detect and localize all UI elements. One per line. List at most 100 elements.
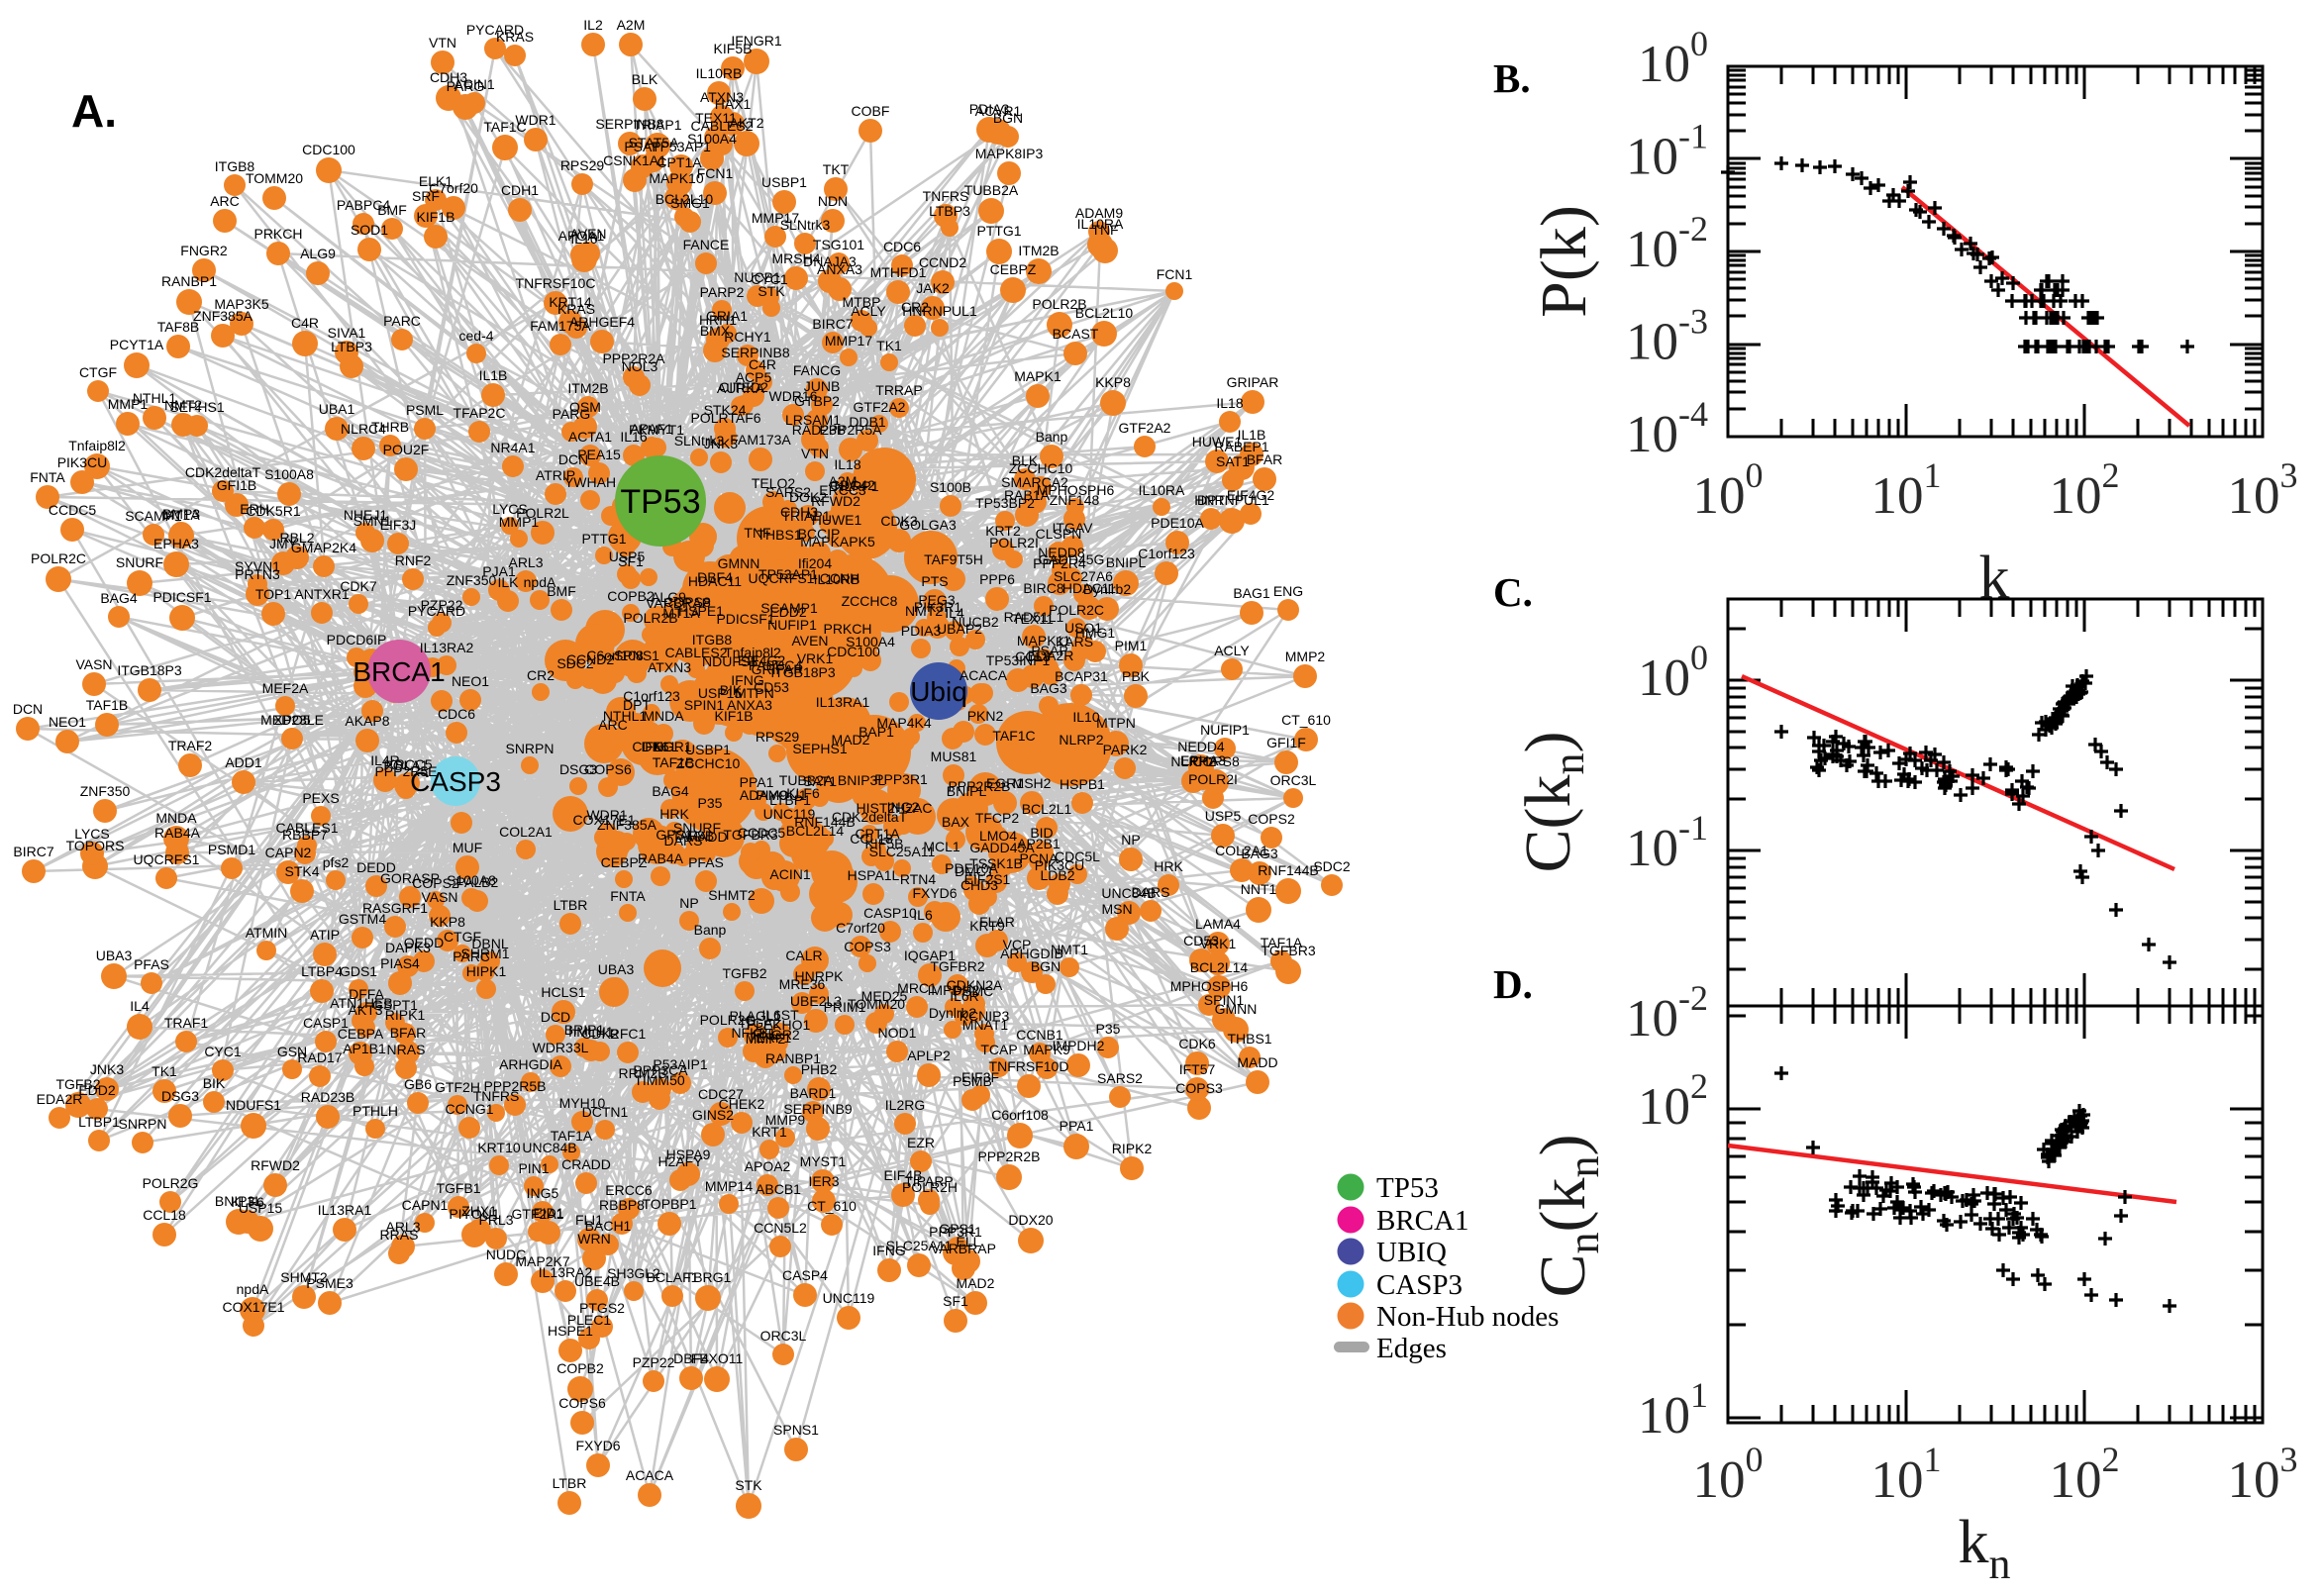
svg-text:MMP2: MMP2 xyxy=(1285,648,1326,664)
svg-text:BCAP31: BCAP31 xyxy=(1055,668,1108,684)
svg-text:S100B: S100B xyxy=(930,479,971,495)
svg-text:ARL3: ARL3 xyxy=(508,554,543,570)
svg-text:NNT1: NNT1 xyxy=(1241,881,1277,897)
svg-text:CDC6: CDC6 xyxy=(438,706,475,722)
svg-text:PIAS4: PIAS4 xyxy=(380,955,420,971)
svg-text:MNDA: MNDA xyxy=(155,810,197,826)
svg-text:ING5: ING5 xyxy=(527,1185,559,1201)
svg-text:POLR2G: POLR2G xyxy=(700,1012,757,1028)
svg-text:IL18: IL18 xyxy=(1216,395,1243,411)
svg-text:PIK3CU: PIK3CU xyxy=(1035,857,1085,873)
svg-text:IL4R: IL4R xyxy=(370,752,400,768)
svg-text:GTF2A2: GTF2A2 xyxy=(1119,420,1171,436)
svg-text:XRCC5: XRCC5 xyxy=(385,756,433,772)
svg-text:ALG9: ALG9 xyxy=(300,246,336,261)
svg-text:TOP1: TOP1 xyxy=(255,586,292,602)
svg-text:PPP2R5B: PPP2R5B xyxy=(483,1078,546,1094)
svg-text:BIRC7: BIRC7 xyxy=(812,316,853,332)
svg-text:TAF1C: TAF1C xyxy=(992,728,1035,744)
svg-text:Banp: Banp xyxy=(694,922,727,938)
svg-text:ZCCHC8: ZCCHC8 xyxy=(842,593,898,609)
svg-text:BCL2L1: BCL2L1 xyxy=(1022,801,1072,817)
svg-text:ADD1: ADD1 xyxy=(225,754,262,770)
svg-text:NTHL1: NTHL1 xyxy=(133,390,177,406)
svg-text:DCD: DCD xyxy=(541,1009,570,1025)
svg-text:CDC5L: CDC5L xyxy=(1055,848,1100,864)
svg-text:ALG9: ALG9 xyxy=(651,589,686,605)
svg-text:PRL3: PRL3 xyxy=(478,1212,513,1228)
svg-text:APOA1: APOA1 xyxy=(558,228,605,244)
svg-text:NOD1: NOD1 xyxy=(878,1025,917,1041)
svg-text:MSH2: MSH2 xyxy=(1013,775,1052,791)
svg-text:CASP1: CASP1 xyxy=(303,1015,349,1031)
svg-text:MMP1: MMP1 xyxy=(108,396,149,412)
svg-text:UBA3: UBA3 xyxy=(598,961,635,977)
svg-text:C1orf123: C1orf123 xyxy=(623,688,680,704)
svg-text:npdA: npdA xyxy=(237,1281,269,1297)
svg-text:TP53BP2: TP53BP2 xyxy=(975,495,1035,511)
svg-text:BAP1: BAP1 xyxy=(858,724,894,740)
svg-text:KRT2: KRT2 xyxy=(985,523,1021,539)
svg-text:VRK1: VRK1 xyxy=(797,650,834,666)
svg-text:PIK3R1: PIK3R1 xyxy=(914,599,961,615)
svg-text:SHMT2: SHMT2 xyxy=(708,887,756,903)
svg-text:PLAGL1: PLAGL1 xyxy=(730,1008,782,1024)
svg-text:WDR16: WDR16 xyxy=(768,388,817,404)
svg-text:SLNtrk3: SLNtrk3 xyxy=(674,433,725,449)
svg-text:CDC6: CDC6 xyxy=(883,239,921,254)
svg-text:RTN4: RTN4 xyxy=(900,871,937,887)
svg-text:NUDC: NUDC xyxy=(486,1247,526,1262)
svg-text:PIN1: PIN1 xyxy=(518,1160,549,1176)
svg-text:CAPN2: CAPN2 xyxy=(265,845,312,860)
svg-text:UBAP2: UBAP2 xyxy=(937,621,982,637)
svg-text:CHD3: CHD3 xyxy=(960,877,998,893)
svg-text:NLRP1: NLRP1 xyxy=(834,478,878,494)
svg-text:ARL3: ARL3 xyxy=(385,1219,420,1235)
svg-text:GMNN: GMNN xyxy=(718,555,760,571)
svg-text:KRT14: KRT14 xyxy=(549,294,592,310)
svg-text:TFAP2C: TFAP2C xyxy=(454,405,506,421)
svg-text:STAT5A: STAT5A xyxy=(629,135,679,150)
svg-text:ITGAV: ITGAV xyxy=(1053,520,1094,536)
svg-text:SHRM1: SHRM1 xyxy=(460,946,509,961)
svg-text:FANCG: FANCG xyxy=(793,362,841,378)
svg-text:FAM175A: FAM175A xyxy=(530,318,591,334)
svg-text:PPP6: PPP6 xyxy=(979,571,1015,587)
svg-text:LDB2: LDB2 xyxy=(1040,867,1074,883)
svg-text:CDK7: CDK7 xyxy=(340,578,377,594)
svg-text:NEO1: NEO1 xyxy=(452,673,489,689)
svg-text:GADD45G: GADD45G xyxy=(1039,551,1105,567)
svg-text:EZR: EZR xyxy=(907,1135,935,1150)
svg-text:PZP22: PZP22 xyxy=(633,1354,675,1370)
svg-text:UNC119: UNC119 xyxy=(823,1290,875,1306)
svg-text:BFAR: BFAR xyxy=(390,1025,427,1041)
svg-text:IL2RG: IL2RG xyxy=(885,1097,925,1113)
svg-text:C4R: C4R xyxy=(749,356,776,372)
svg-text:BIRC7: BIRC7 xyxy=(13,844,53,859)
svg-text:COL2A1: COL2A1 xyxy=(499,824,553,840)
svg-text:ORC3L: ORC3L xyxy=(760,1328,807,1344)
svg-text:RNF2: RNF2 xyxy=(395,552,432,568)
svg-text:MUS81: MUS81 xyxy=(931,748,977,764)
svg-text:SDC2: SDC2 xyxy=(1313,858,1351,874)
svg-text:COPS6: COPS6 xyxy=(558,1395,606,1411)
svg-text:SPIN1: SPIN1 xyxy=(1204,992,1245,1008)
svg-text:BAG3: BAG3 xyxy=(1030,680,1067,696)
svg-text:NUFIP1: NUFIP1 xyxy=(767,617,817,633)
svg-text:CDK6: CDK6 xyxy=(1178,1036,1216,1051)
svg-text:MAD2: MAD2 xyxy=(957,1275,995,1291)
svg-text:ATMIN: ATMIN xyxy=(246,925,288,941)
svg-text:TOMM20: TOMM20 xyxy=(848,996,905,1012)
svg-text:KRT9: KRT9 xyxy=(969,918,1005,934)
svg-text:ANXA3: ANXA3 xyxy=(727,697,772,713)
svg-text:STK4: STK4 xyxy=(284,863,319,879)
svg-text:KCNIP3: KCNIP3 xyxy=(960,1008,1010,1024)
svg-text:RRAS: RRAS xyxy=(380,1227,419,1243)
svg-text:MED25: MED25 xyxy=(861,988,908,1004)
svg-text:BNIP3L: BNIP3L xyxy=(838,772,885,788)
svg-text:FNGR2: FNGR2 xyxy=(753,1027,800,1043)
svg-text:ERCC3: ERCC3 xyxy=(819,482,866,498)
svg-text:Tnfaip8l2: Tnfaip8l2 xyxy=(68,438,126,453)
svg-text:BRCA1: BRCA1 xyxy=(1376,1205,1468,1237)
svg-text:C1orf123: C1orf123 xyxy=(1138,546,1195,561)
